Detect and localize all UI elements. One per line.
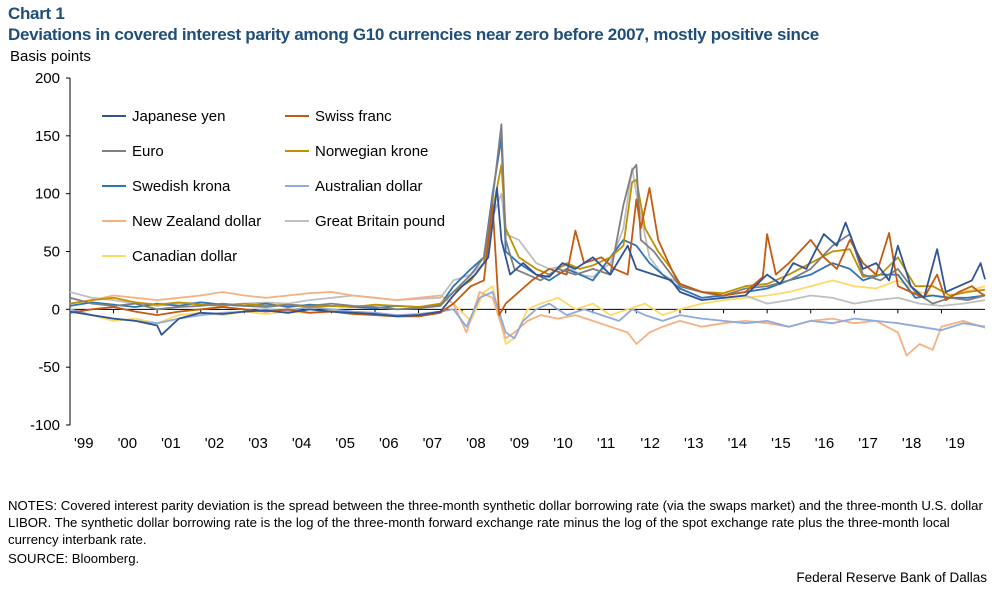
y-tick-label: 50 [43, 244, 60, 261]
legend-item-canadian-dollar: Canadian dollar [102, 248, 237, 265]
legend-label: Swiss franc [315, 108, 392, 125]
x-tick-label: '07 [423, 435, 443, 452]
legend-item-new-zealand-dollar: New Zealand dollar [102, 213, 261, 230]
x-tick-label: '19 [945, 435, 965, 452]
x-tick-label: '06 [379, 435, 399, 452]
legend: Japanese yen Swiss franc Euro Norwegian kro… [102, 108, 445, 265]
x-tick-label: '11 [597, 435, 615, 452]
y-tick-label: -100 [30, 417, 60, 434]
series-line-australian-dollar [69, 291, 986, 340]
x-tick-label: '10 [553, 435, 573, 452]
x-tick-label: '17 [858, 435, 878, 452]
legend-label: Euro [132, 143, 164, 160]
x-tick-label: '04 [292, 435, 312, 452]
y-tick-label: 0 [52, 301, 60, 318]
axes: -100 -50 0 50 100 150 200 '99 '00 '01 '02 '03 '04 '05… [30, 70, 985, 452]
y-tick-label: -50 [38, 359, 60, 376]
chart-number: Chart 1 [8, 4, 65, 23]
legend-item-great-britain-pound: Great Britain pound [285, 213, 445, 230]
legend-item-swedish-krona: Swedish krona [102, 178, 231, 195]
x-tick-label: '08 [466, 435, 486, 452]
legend-label: Australian dollar [315, 178, 423, 195]
y-tick-label: 100 [35, 186, 60, 203]
x-tick-label: '02 [205, 435, 225, 452]
x-tick-label: '03 [248, 435, 268, 452]
series-line-japanese-yen [69, 187, 986, 336]
x-tick-label: '00 [118, 435, 138, 452]
x-tick-label: '05 [335, 435, 355, 452]
series-line-new-zealand-dollar [69, 291, 986, 357]
legend-item-australian-dollar: Australian dollar [285, 178, 423, 195]
series-line-canadian-dollar [69, 279, 986, 345]
series-line-swiss-franc [69, 187, 986, 318]
legend-label: New Zealand dollar [132, 213, 261, 230]
x-tick-label: '18 [902, 435, 922, 452]
x-tick-label: '12 [640, 435, 660, 452]
series-layer [69, 123, 986, 357]
x-tick-label: '01 [161, 435, 181, 452]
x-tick-label: '15 [771, 435, 791, 452]
legend-label: Norwegian krone [315, 143, 428, 160]
legend-item-euro: Euro [102, 143, 164, 160]
x-tick-label: '99 [74, 435, 94, 452]
y-axis-unit-label: Basis points [10, 48, 91, 65]
legend-label: Canadian dollar [132, 248, 237, 265]
legend-label: Japanese yen [132, 108, 225, 125]
credit-line: Federal Reserve Bank of Dallas [796, 570, 987, 585]
legend-item-norwegian-krone: Norwegian krone [285, 143, 428, 160]
line-chart: -100 -50 0 50 100 150 200 '99 '00 '01 '02 '03 '04 '05… [30, 70, 986, 452]
x-tick-label: '13 [684, 435, 704, 452]
chart-title: Deviations in covered interest parity am… [8, 25, 819, 44]
series-line-great-britain-pound [69, 167, 986, 307]
y-tick-label: 150 [35, 128, 60, 145]
chart-notes: NOTES: Covered interest parity deviation… [8, 498, 983, 547]
x-tick-label: '14 [728, 435, 748, 452]
legend-item-swiss-franc: Swiss franc [285, 108, 392, 125]
x-tick-label: '09 [510, 435, 530, 452]
chart-source: SOURCE: Bloomberg. [8, 551, 140, 566]
legend-item-japanese-yen: Japanese yen [102, 108, 225, 125]
legend-label: Great Britain pound [315, 213, 445, 230]
legend-label: Swedish krona [132, 178, 231, 195]
x-tick-label: '16 [815, 435, 835, 452]
y-tick-label: 200 [35, 70, 60, 87]
